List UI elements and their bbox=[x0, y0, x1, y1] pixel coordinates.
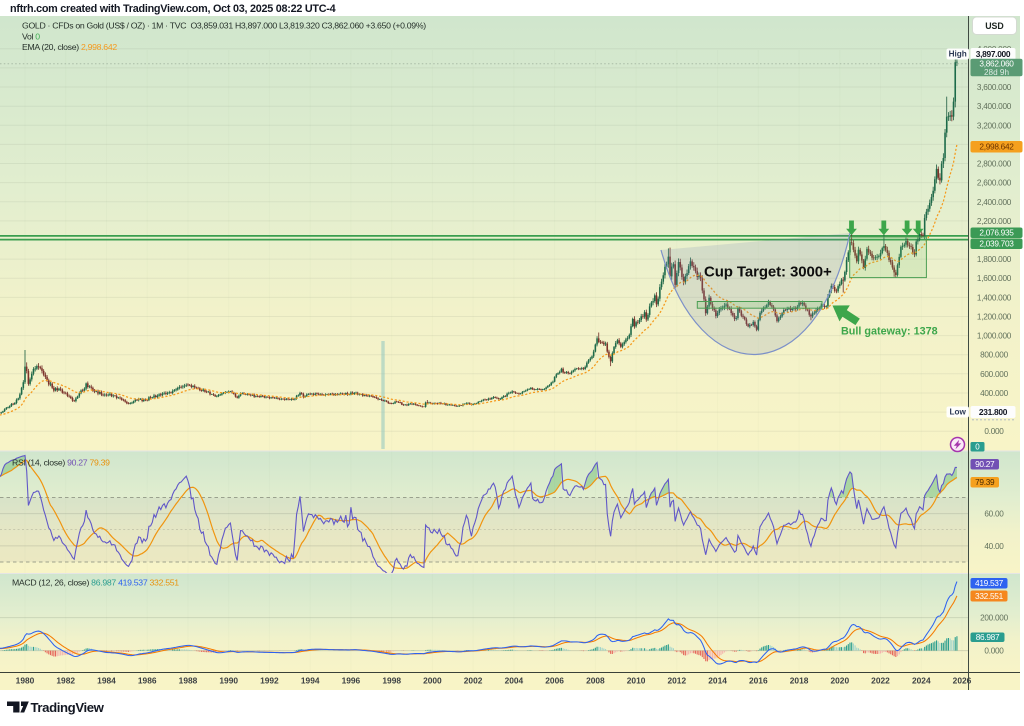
svg-text:GOLD · CFDs on Gold (US$ / OZ): GOLD · CFDs on Gold (US$ / OZ) · 1M · TV… bbox=[22, 21, 426, 31]
svg-text:60.00: 60.00 bbox=[984, 509, 1004, 518]
svg-text:0.000: 0.000 bbox=[984, 427, 1004, 436]
svg-text:Low: Low bbox=[950, 408, 967, 417]
svg-text:3,400.000: 3,400.000 bbox=[977, 102, 1012, 111]
svg-text:0.000: 0.000 bbox=[984, 647, 1004, 656]
svg-text:1,800.000: 1,800.000 bbox=[977, 255, 1012, 264]
svg-text:400.000: 400.000 bbox=[980, 389, 1009, 398]
svg-text:2002: 2002 bbox=[464, 676, 483, 686]
svg-text:2,400.000: 2,400.000 bbox=[977, 198, 1012, 207]
svg-text:419.537: 419.537 bbox=[975, 578, 1004, 588]
svg-text:1996: 1996 bbox=[342, 676, 361, 686]
svg-text:2016: 2016 bbox=[749, 676, 768, 686]
svg-text:MACD (12, 26, close) 86.987 41: MACD (12, 26, close) 86.987 419.537 332.… bbox=[12, 578, 179, 588]
svg-text:1982: 1982 bbox=[56, 676, 75, 686]
svg-text:High: High bbox=[949, 50, 967, 59]
svg-text:231.800: 231.800 bbox=[979, 407, 1008, 417]
svg-text:3,897.000: 3,897.000 bbox=[976, 49, 1011, 59]
svg-text:1,600.000: 1,600.000 bbox=[977, 274, 1012, 283]
svg-text:1992: 1992 bbox=[260, 676, 279, 686]
svg-text:2,600.000: 2,600.000 bbox=[977, 179, 1012, 188]
svg-text:RSI (14, close) 90.27 79.39: RSI (14, close) 90.27 79.39 bbox=[12, 458, 110, 468]
svg-text:2008: 2008 bbox=[586, 676, 605, 686]
svg-text:1998: 1998 bbox=[382, 676, 401, 686]
svg-text:1,400.000: 1,400.000 bbox=[977, 293, 1012, 302]
svg-text:2,076.935: 2,076.935 bbox=[979, 228, 1014, 238]
svg-text:2018: 2018 bbox=[790, 676, 809, 686]
svg-text:1980: 1980 bbox=[16, 676, 35, 686]
svg-text:28d 9h: 28d 9h bbox=[984, 68, 1009, 77]
svg-text:Cup Target: 3000+: Cup Target: 3000+ bbox=[704, 264, 832, 281]
svg-text:2024: 2024 bbox=[912, 676, 931, 686]
svg-text:USD: USD bbox=[985, 21, 1004, 31]
svg-text:2010: 2010 bbox=[627, 676, 646, 686]
svg-text:1,000.000: 1,000.000 bbox=[977, 332, 1012, 341]
svg-text:600.000: 600.000 bbox=[980, 370, 1009, 379]
svg-text:90.27: 90.27 bbox=[975, 459, 995, 469]
svg-text:1984: 1984 bbox=[97, 676, 116, 686]
svg-text:3,862.060: 3,862.060 bbox=[979, 59, 1014, 69]
svg-text:800.000: 800.000 bbox=[980, 351, 1009, 360]
svg-text:2014: 2014 bbox=[708, 676, 727, 686]
svg-text:0: 0 bbox=[975, 442, 980, 451]
svg-text:1994: 1994 bbox=[301, 676, 320, 686]
svg-text:86.987: 86.987 bbox=[976, 632, 1000, 642]
svg-text:2,998.642: 2,998.642 bbox=[979, 142, 1014, 152]
svg-text:2022: 2022 bbox=[871, 676, 890, 686]
svg-text:2006: 2006 bbox=[545, 676, 564, 686]
svg-text:2026: 2026 bbox=[953, 676, 972, 686]
svg-text:79.39: 79.39 bbox=[975, 477, 995, 487]
svg-text:2,800.000: 2,800.000 bbox=[977, 160, 1012, 169]
svg-text:3,600.000: 3,600.000 bbox=[977, 83, 1012, 92]
svg-text:1,200.000: 1,200.000 bbox=[977, 313, 1012, 322]
svg-text:2020: 2020 bbox=[830, 676, 849, 686]
svg-text:1988: 1988 bbox=[179, 676, 198, 686]
svg-text:2012: 2012 bbox=[667, 676, 686, 686]
svg-text:40.00: 40.00 bbox=[984, 542, 1004, 551]
svg-text:Bull gateway: 1378: Bull gateway: 1378 bbox=[841, 326, 938, 338]
svg-text:332.551: 332.551 bbox=[975, 591, 1004, 601]
svg-text:Vol 0: Vol 0 bbox=[22, 32, 40, 42]
svg-text:2,200.000: 2,200.000 bbox=[977, 217, 1012, 226]
svg-text:1986: 1986 bbox=[138, 676, 157, 686]
svg-text:3,200.000: 3,200.000 bbox=[977, 121, 1012, 130]
svg-text:2000: 2000 bbox=[423, 676, 442, 686]
svg-text:2,039.703: 2,039.703 bbox=[979, 239, 1014, 249]
svg-text:2004: 2004 bbox=[505, 676, 524, 686]
svg-text:TradingView: TradingView bbox=[31, 700, 105, 715]
svg-text:EMA (20, close) 2,998.642: EMA (20, close) 2,998.642 bbox=[22, 42, 117, 52]
svg-text:1990: 1990 bbox=[219, 676, 238, 686]
svg-text:nftrh.com created with Trading: nftrh.com created with TradingView.com, … bbox=[10, 3, 336, 15]
svg-text:200.000: 200.000 bbox=[980, 614, 1009, 623]
